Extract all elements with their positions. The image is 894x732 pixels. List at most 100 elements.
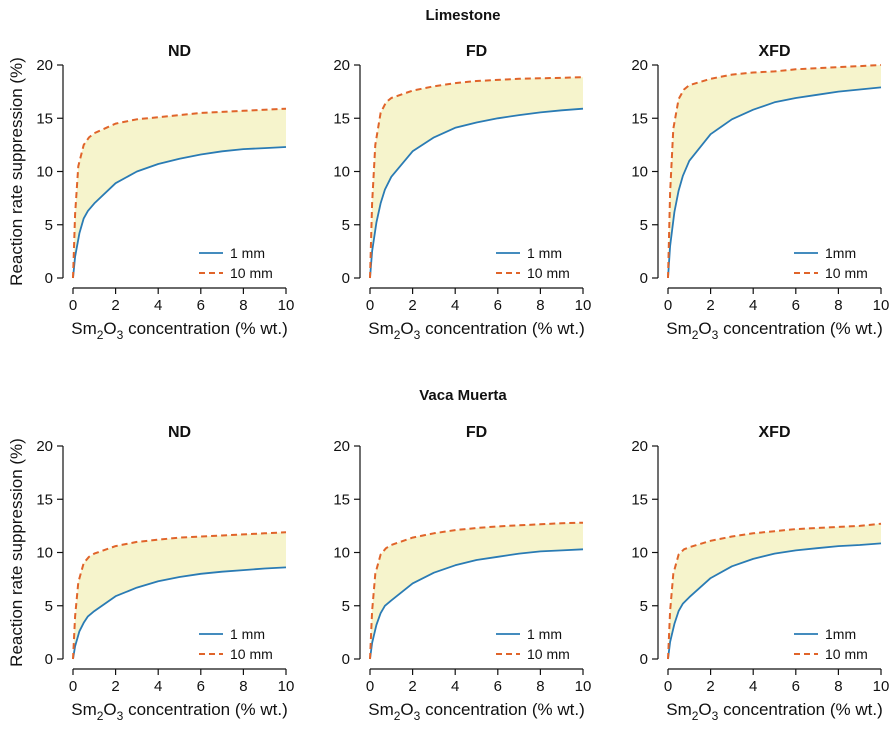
x-axis-label: Sm2O3 concentration (% wt.)	[368, 700, 585, 723]
x-axis-label: Sm2O3 concentration (% wt.)	[71, 319, 288, 342]
y-tick-label: 0	[45, 651, 53, 668]
y-tick-label: 15	[36, 491, 53, 508]
y-tick-label: 10	[36, 164, 53, 181]
x-tick-label: 4	[154, 678, 162, 695]
series-line-1mm	[667, 542, 882, 660]
band-fill	[668, 523, 881, 659]
legend-label-1mm: 1mm	[825, 245, 856, 261]
x-tick-label: 2	[706, 297, 714, 314]
x-tick-label: 6	[792, 678, 800, 695]
y-tick-label: 10	[333, 545, 350, 562]
x-tick-label: 2	[408, 678, 416, 695]
y-tick-label: 15	[333, 110, 350, 127]
chart-panel-6: 0 5 10 15 20 0 2 4 6 8 10 XFD 1mm 10 mm Sm2O3 concentr…	[631, 424, 889, 723]
x-tick-label: 8	[536, 678, 544, 695]
y-tick-label: 10	[36, 545, 53, 562]
group-title-limestone: Limestone	[425, 7, 500, 24]
band-fill	[73, 108, 286, 278]
x-tick-label: 0	[664, 297, 672, 314]
y-tick-label: 5	[342, 598, 350, 615]
series-line-1mm	[72, 146, 287, 279]
legend-label-10mm: 10 mm	[527, 646, 570, 662]
x-tick-label: 0	[69, 678, 77, 695]
y-tick-label: 15	[631, 491, 648, 508]
y-tick-label: 20	[631, 438, 648, 455]
panel-title: XFD	[759, 424, 791, 441]
legend-label-1mm: 1mm	[825, 626, 856, 642]
series-line-1mm	[72, 566, 287, 660]
x-tick-label: 10	[575, 297, 592, 314]
x-tick-label: 0	[366, 297, 374, 314]
band-fill	[370, 522, 583, 659]
band-fill	[668, 65, 881, 278]
y-tick-label: 10	[631, 164, 648, 181]
y-axis-label: Reaction rate suppression (%)	[7, 438, 26, 667]
series-line-10mm	[667, 64, 882, 279]
legend-label-10mm: 10 mm	[230, 265, 273, 281]
y-tick-label: 5	[45, 598, 53, 615]
panel-title: FD	[466, 43, 487, 60]
x-tick-label: 4	[154, 297, 162, 314]
series-line-10mm	[369, 521, 584, 660]
x-tick-label: 8	[239, 297, 247, 314]
series-line-1mm	[369, 548, 584, 660]
y-tick-label: 5	[640, 598, 648, 615]
y-tick-label: 10	[631, 545, 648, 562]
x-axis-label: Sm2O3 concentration (% wt.)	[368, 319, 585, 342]
y-tick-label: 0	[342, 651, 350, 668]
x-tick-label: 2	[706, 678, 714, 695]
chart-panel-4: 0 5 10 15 20 0 2 4 6 8 10 ND 1 mm 10 mm Sm2O3 concentr…	[7, 424, 294, 723]
x-tick-label: 4	[451, 678, 459, 695]
y-tick-label: 0	[640, 651, 648, 668]
legend-label-10mm: 10 mm	[825, 646, 868, 662]
y-tick-label: 5	[45, 217, 53, 234]
group-title-vaca-muerta: Vaca Muerta	[419, 387, 507, 404]
x-tick-label: 10	[575, 678, 592, 695]
series-line-10mm	[369, 76, 584, 279]
x-tick-label: 0	[664, 678, 672, 695]
y-tick-label: 0	[342, 270, 350, 287]
y-tick-label: 20	[631, 57, 648, 74]
x-tick-label: 2	[408, 297, 416, 314]
x-tick-label: 4	[749, 678, 757, 695]
x-tick-label: 10	[873, 678, 890, 695]
series-line-10mm	[72, 107, 287, 279]
panel-title: FD	[466, 424, 487, 441]
y-tick-label: 15	[631, 110, 648, 127]
x-tick-label: 8	[536, 297, 544, 314]
band-fill	[73, 532, 286, 659]
x-tick-label: 6	[792, 297, 800, 314]
y-tick-label: 20	[36, 438, 53, 455]
x-axis-label: Sm2O3 concentration (% wt.)	[666, 700, 883, 723]
x-tick-label: 10	[278, 297, 295, 314]
legend-label-1mm: 1 mm	[527, 626, 562, 642]
legend-label-10mm: 10 mm	[230, 646, 273, 662]
x-tick-label: 6	[197, 678, 205, 695]
x-tick-label: 8	[239, 678, 247, 695]
y-tick-label: 15	[36, 110, 53, 127]
x-tick-label: 4	[451, 297, 459, 314]
x-tick-label: 6	[197, 297, 205, 314]
x-axis-label: Sm2O3 concentration (% wt.)	[666, 319, 883, 342]
y-tick-label: 5	[342, 217, 350, 234]
y-tick-label: 0	[640, 270, 648, 287]
x-tick-label: 0	[69, 297, 77, 314]
x-tick-label: 6	[494, 297, 502, 314]
chart-panel-2: 0 5 10 15 20 0 2 4 6 8 10 FD 1 mm 10 mm Sm2O3 concentr…	[333, 43, 591, 342]
band-fill	[370, 77, 583, 278]
legend-label-10mm: 10 mm	[527, 265, 570, 281]
x-tick-label: 6	[494, 678, 502, 695]
y-tick-label: 20	[36, 57, 53, 74]
chart-panel-1: 0 5 10 15 20 0 2 4 6 8 10 ND 1 mm 10 mm Sm2O3 concentr…	[7, 43, 294, 342]
series-line-10mm	[72, 531, 287, 660]
x-tick-label: 8	[834, 678, 842, 695]
y-tick-label: 10	[333, 164, 350, 181]
series-line-10mm	[667, 522, 882, 660]
legend-label-1mm: 1 mm	[230, 245, 265, 261]
y-axis-label: Reaction rate suppression (%)	[7, 57, 26, 286]
x-tick-label: 10	[278, 678, 295, 695]
panel-title: ND	[168, 43, 191, 60]
legend-label-10mm: 10 mm	[825, 265, 868, 281]
x-tick-label: 0	[366, 678, 374, 695]
